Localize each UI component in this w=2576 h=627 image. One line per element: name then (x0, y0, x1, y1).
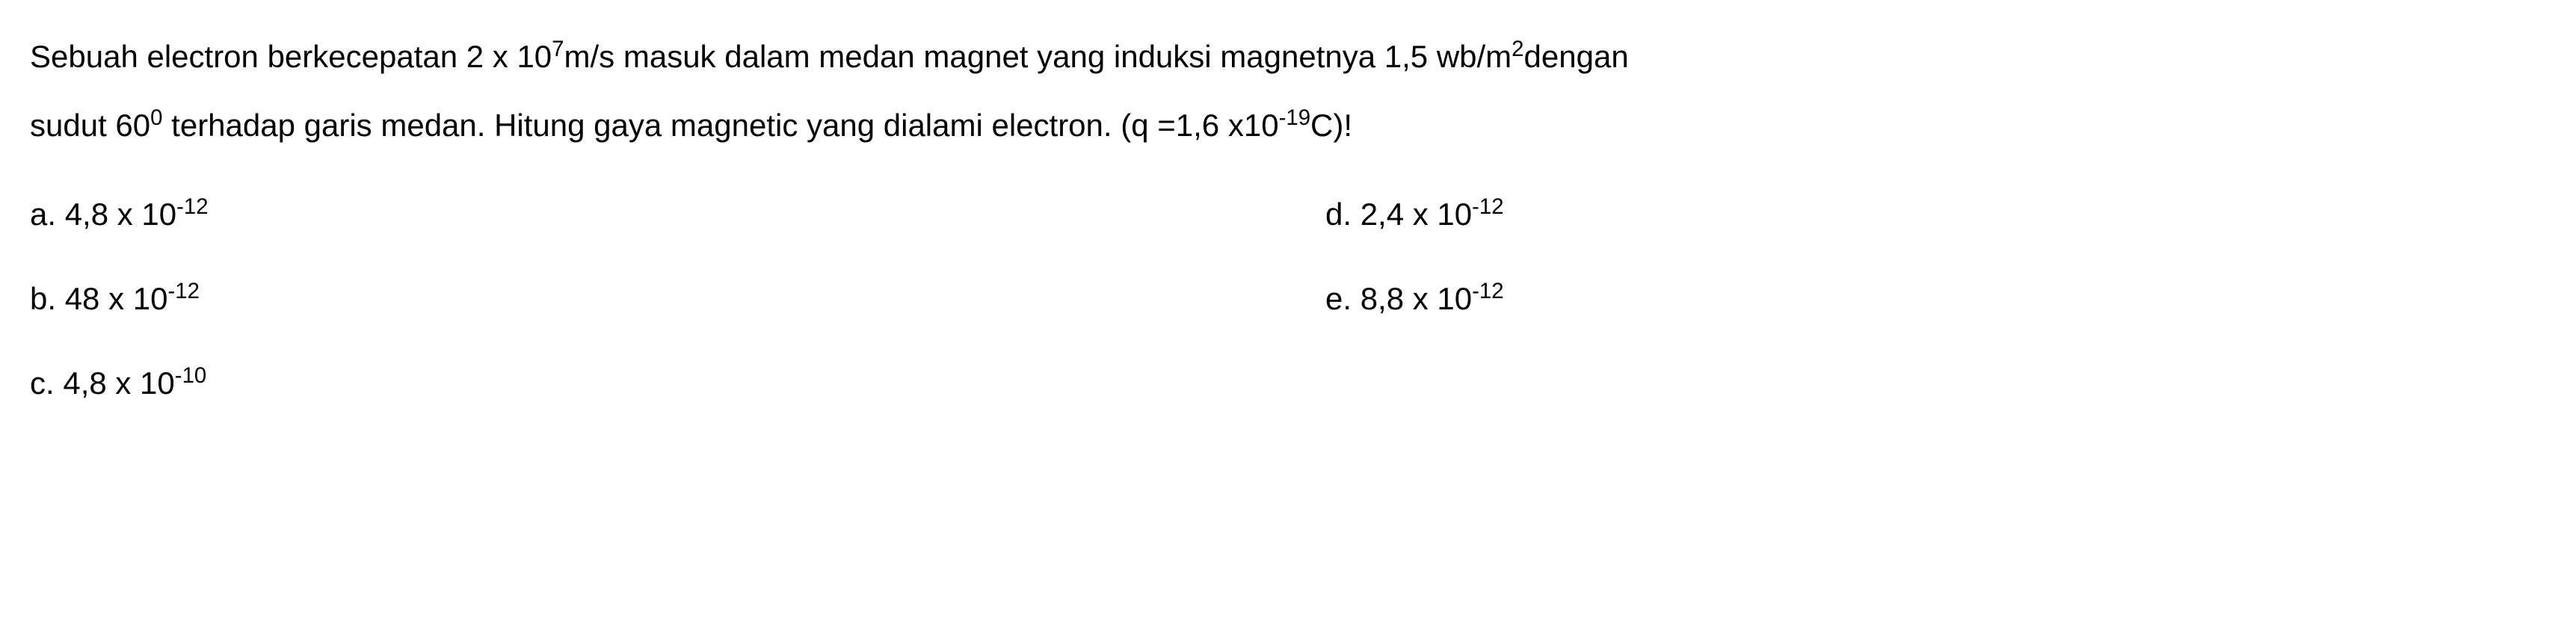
option-b-exp: -12 (167, 279, 199, 303)
option-a-label: a. 4,8 x 10 (30, 197, 176, 232)
question-line1-part2: m/s masuk dalam medan magnet yang induks… (564, 39, 1512, 74)
option-d: d. 2,4 x 10-12 (1325, 191, 2546, 238)
option-b-label: b. 48 x 10 (30, 281, 167, 316)
option-c-exp: -10 (175, 363, 206, 388)
question-line2-exp1: 0 (150, 105, 162, 130)
option-d-exp: -12 (1472, 194, 1503, 219)
question-text: Sebuah electron berkecepatan 2 x 107m/s … (30, 22, 2546, 161)
question-line2-part2: terhadap garis medan. Hitung gaya magnet… (163, 108, 1279, 143)
option-e-exp: -12 (1472, 279, 1503, 303)
option-d-label: d. 2,4 x 10 (1325, 197, 1472, 232)
question-line1-exp1: 7 (552, 37, 564, 61)
options-container: a. 4,8 x 10-12 d. 2,4 x 10-12 b. 48 x 10… (30, 191, 2546, 407)
option-e: e. 8,8 x 10-12 (1325, 275, 2546, 322)
option-e-label: e. 8,8 x 10 (1325, 281, 1472, 316)
option-a: a. 4,8 x 10-12 (30, 191, 1251, 238)
option-b: b. 48 x 10-12 (30, 275, 1251, 322)
question-line1-part3: dengan (1524, 39, 1629, 74)
question-line2-part3: C)! (1310, 108, 1352, 143)
question-line2-exp2: -19 (1279, 105, 1310, 130)
question-line1-exp2: 2 (1512, 37, 1523, 61)
option-a-exp: -12 (176, 194, 208, 219)
question-line1-part1: Sebuah electron berkecepatan 2 x 10 (30, 39, 552, 74)
option-c: c. 4,8 x 10-10 (30, 359, 1251, 407)
option-c-label: c. 4,8 x 10 (30, 365, 175, 401)
question-line2-part1: sudut 60 (30, 108, 150, 143)
